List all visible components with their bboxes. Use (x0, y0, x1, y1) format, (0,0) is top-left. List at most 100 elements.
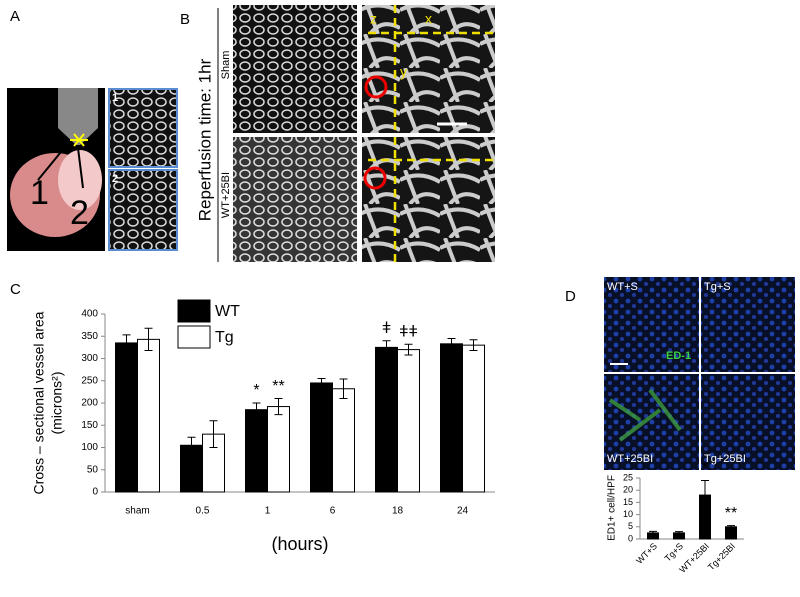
bar (310, 382, 333, 493)
legend-swatch (177, 325, 211, 349)
y-tick-label: 300 (81, 353, 98, 364)
divider (604, 277, 795, 470)
heart-region (58, 150, 102, 210)
image-label: Tg+S (704, 281, 731, 293)
legend-label: WT (215, 303, 240, 320)
panel-a: A 1 2 1 2 (7, 8, 178, 251)
error-bar (727, 525, 735, 527)
y-tick-label: 25 (623, 472, 633, 482)
y-tick-label: 150 (81, 420, 98, 431)
error-bar (317, 378, 326, 388)
error-bar (209, 420, 218, 448)
axis-label: z (370, 11, 377, 27)
y-axis-label: (microns²) (49, 372, 65, 435)
annotation: ** (272, 378, 284, 395)
error-bar (252, 402, 261, 417)
error-bar (382, 340, 391, 355)
panel-c: C (10, 281, 21, 298)
y-axis-label: Cross – sectional vessel area (31, 311, 47, 494)
axis-label: x (425, 11, 432, 27)
error-bar (187, 436, 196, 454)
bar (267, 406, 290, 493)
bar (673, 532, 685, 540)
inset-label: 2 (112, 173, 118, 185)
x-tick-label: Tg+S (663, 541, 685, 563)
x-tick-label: Tg+25BI (706, 541, 737, 572)
y-tick-label: 400 (81, 309, 98, 320)
error-bar (469, 339, 478, 351)
bar (462, 344, 485, 493)
y-tick-label: 10 (623, 509, 633, 519)
x-tick-label: 18 (392, 506, 404, 517)
schematic-label: 1 (30, 174, 49, 212)
panel-label: A (10, 8, 20, 25)
bar (397, 349, 420, 493)
row-label: WT+25BI (220, 172, 232, 218)
micrograph (233, 5, 357, 133)
legend-swatch (177, 299, 211, 323)
x-tick-label: 24 (457, 506, 469, 517)
schematic-label: 2 (70, 194, 89, 232)
highlight (364, 75, 388, 99)
x-tick-label: 1 (265, 506, 271, 517)
panel-label: D (565, 288, 576, 305)
y-tick-label: 50 (87, 464, 99, 475)
panel-d: D WT+S Tg+S WT+25BI Tg+25BI ED-1 (565, 277, 795, 470)
image-label: WT+25BI (607, 453, 653, 465)
probe (58, 88, 98, 145)
bar (245, 409, 268, 493)
staining (608, 388, 682, 442)
error-bar (701, 479, 709, 496)
panel-b: B Reperfusion time: 1hr Sham WT+25BI z x… (180, 5, 495, 262)
bar (332, 388, 355, 493)
y-tick-label: 5 (628, 521, 633, 531)
y-tick-label: 350 (81, 331, 98, 342)
x-axis-label: (hours) (271, 534, 328, 554)
bar (115, 342, 138, 493)
annotation: * (702, 460, 708, 477)
micrograph (233, 137, 357, 262)
micrograph (362, 5, 495, 133)
x-tick-label: WT+S (634, 541, 659, 566)
error-bar (675, 531, 683, 533)
x-tick-label: 0.5 (196, 506, 210, 517)
y-tick-label: 15 (623, 497, 633, 507)
axis-label: y (400, 64, 407, 80)
image-label: WT+S (607, 281, 638, 293)
annotation: ǂǂ (399, 323, 418, 340)
bar (375, 346, 398, 493)
highlight (363, 166, 387, 190)
arrows (37, 146, 84, 189)
y-tick-label: 20 (623, 485, 633, 495)
micrograph (362, 137, 495, 262)
stain-label: ED-1 (666, 350, 691, 362)
y-tick-label: 250 (81, 375, 98, 386)
bar (137, 338, 160, 493)
inset-image (108, 169, 178, 251)
inset-image (108, 88, 178, 168)
panel-label: C (10, 281, 21, 298)
error-bar (144, 327, 153, 351)
x-tick-label: sham (125, 506, 149, 517)
annotation: ǂ (382, 320, 391, 337)
annotation: ** (725, 505, 737, 522)
bar (647, 532, 659, 540)
inset-label: 1 (112, 92, 118, 104)
bar (440, 343, 463, 493)
marker (70, 133, 88, 147)
y-tick-label: 0 (92, 487, 98, 498)
y-tick-label: 100 (81, 442, 98, 453)
annotation: * (253, 382, 259, 399)
error-bar (274, 398, 283, 416)
y-tick-label: 200 (81, 398, 98, 409)
error-bar (447, 337, 456, 350)
error-bar (649, 530, 657, 533)
error-bar (339, 378, 348, 400)
x-tick-label: 6 (330, 506, 336, 517)
row-label: Sham (220, 51, 232, 80)
error-bar (404, 343, 413, 356)
image-label: Tg+25BI (704, 453, 746, 465)
legend-label: Tg (215, 329, 234, 346)
bar (725, 526, 737, 540)
